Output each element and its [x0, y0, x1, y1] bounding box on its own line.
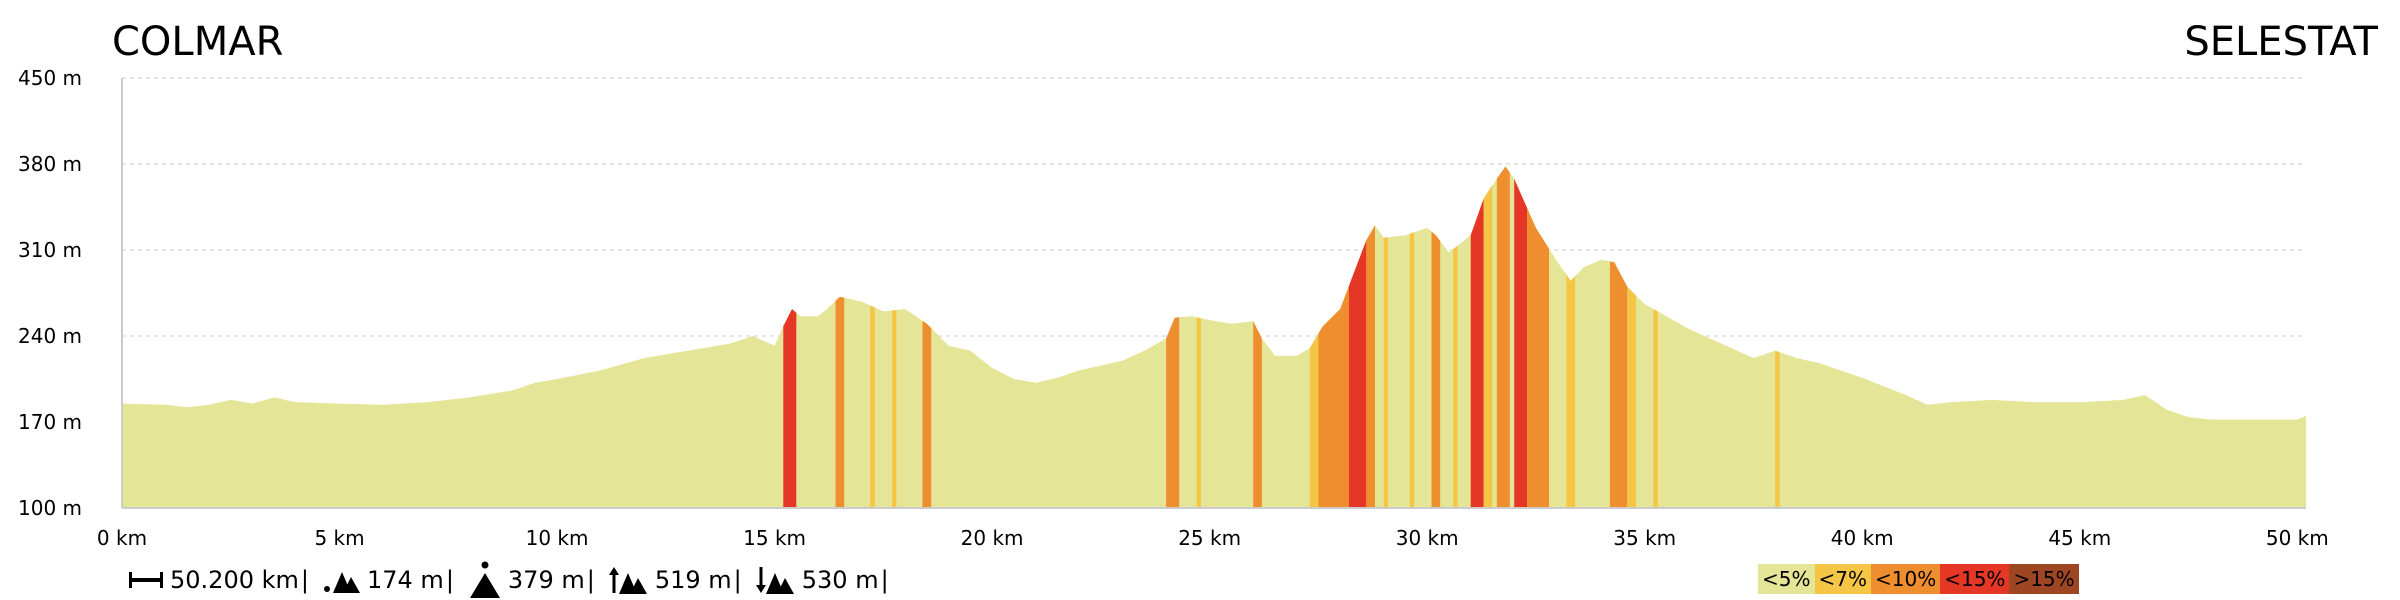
- slope-segment: [1331, 286, 1349, 508]
- slope-segment: [1383, 237, 1388, 508]
- slope-segment: [1318, 317, 1332, 508]
- start-place-label: COLMAR: [112, 19, 283, 65]
- x-tick-label: 30 km: [1396, 526, 1459, 550]
- slope-segment: [1775, 350, 1780, 508]
- slope-segment: [1366, 225, 1375, 508]
- x-tick-label: 50 km: [2266, 526, 2329, 550]
- separator: |: [300, 566, 309, 594]
- ascent-stat: 519 m |: [608, 565, 750, 595]
- legend-item-5: <5%: [1758, 564, 1815, 594]
- y-tick-label: 450 m: [18, 66, 82, 90]
- slope-segment: [1431, 231, 1441, 508]
- x-tick-label: 45 km: [2048, 526, 2111, 550]
- max-altitude-icon: [469, 561, 500, 598]
- slope-segment: [1483, 185, 1493, 509]
- separator: |: [880, 566, 889, 594]
- x-tick-label: 20 km: [961, 526, 1024, 550]
- elevation-fill: [122, 166, 2306, 508]
- descent-value: 530 m: [801, 566, 879, 594]
- slope-segment: [1453, 245, 1458, 508]
- x-tick-label: 25 km: [1178, 526, 1241, 550]
- y-tick-label: 170 m: [18, 410, 82, 434]
- separator: |: [733, 566, 742, 594]
- slope-segment: [922, 320, 932, 508]
- legend-item-10: <10%: [1871, 564, 1941, 594]
- descent-icon: [755, 567, 794, 594]
- elevation-area: [122, 166, 2306, 509]
- max-altitude-value: 379 m: [507, 566, 585, 594]
- ascent-value: 519 m: [654, 566, 732, 594]
- y-tick-label: 310 m: [18, 238, 82, 262]
- slope-segment: [1196, 317, 1201, 508]
- stats-bar: 50.200 km | 174 m | 379 m | 519 m |: [128, 560, 903, 600]
- min-altitude-stat: 174 m |: [323, 566, 462, 594]
- slope-segment: [1609, 261, 1628, 508]
- x-tick-label: 0 km: [97, 526, 147, 550]
- y-axis-labels: 100 m 170 m 240 m 310 m 380 m 450 m: [18, 66, 82, 520]
- max-altitude-stat: 379 m |: [468, 561, 603, 599]
- slope-segment: [783, 309, 797, 508]
- legend-item-15: <15%: [1940, 564, 2010, 594]
- x-tick-label: 5 km: [314, 526, 364, 550]
- slope-segment: [1309, 333, 1319, 508]
- end-place-label: SELESTAT: [2184, 19, 2378, 65]
- x-axis-labels: 0 km 5 km 10 km 15 km 20 km 25 km 30 km 35 km 40…: [97, 526, 2329, 550]
- distance-icon: [129, 572, 163, 588]
- slope-segment: [1566, 274, 1576, 508]
- slope-segment: [1527, 208, 1549, 508]
- slope-segment: [1348, 240, 1367, 508]
- x-tick-label: 40 km: [1831, 526, 1894, 550]
- descent-stat: 530 m |: [755, 565, 897, 595]
- axes: [121, 78, 2306, 509]
- distance-stat: 50.200 km |: [128, 566, 317, 594]
- y-tick-label: 100 m: [18, 496, 82, 520]
- slope-segment: [1409, 232, 1415, 509]
- min-altitude-value: 174 m: [366, 566, 444, 594]
- legend-item-over-15: >15%: [2009, 564, 2079, 594]
- ascent-icon: [608, 567, 647, 594]
- y-tick-label: 380 m: [18, 152, 82, 176]
- slope-segment: [1496, 166, 1510, 508]
- x-tick-label: 10 km: [526, 526, 589, 550]
- min-altitude-icon: [323, 572, 360, 593]
- slope-segment: [1627, 286, 1636, 508]
- slope-segment: [1166, 317, 1180, 508]
- separator: |: [586, 566, 595, 594]
- x-tick-label: 35 km: [1613, 526, 1676, 550]
- slope-segment: [870, 305, 875, 508]
- slope-legend: <5% <7% <10% <15% >15%: [1758, 564, 2079, 594]
- legend-item-7: <7%: [1814, 564, 1871, 594]
- y-tick-label: 240 m: [18, 324, 82, 348]
- slope-segment: [892, 310, 897, 508]
- slope-segment: [1514, 178, 1528, 508]
- x-tick-label: 15 km: [743, 526, 806, 550]
- slope-segment: [835, 296, 845, 508]
- slope-segment: [1653, 309, 1658, 508]
- distance-value: 50.200 km: [170, 566, 299, 594]
- separator: |: [445, 566, 454, 594]
- slope-segment: [1470, 198, 1484, 508]
- slope-segment: [1253, 321, 1262, 508]
